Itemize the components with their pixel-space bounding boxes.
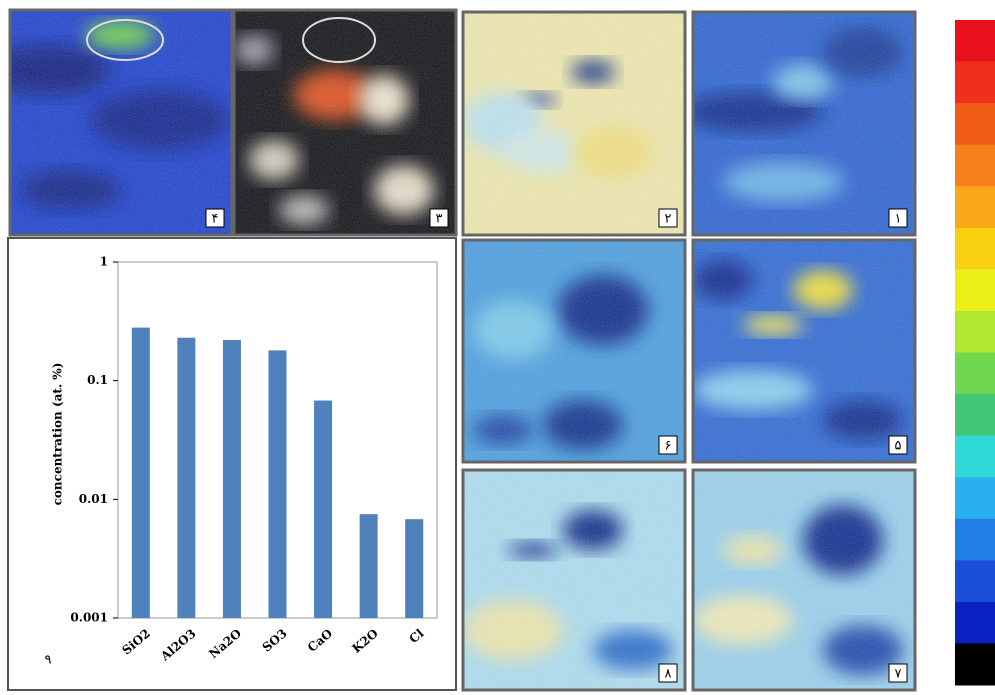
image-noise — [693, 240, 915, 462]
image-noise — [10, 10, 232, 235]
color-scale-band — [955, 186, 995, 229]
label-box — [888, 663, 908, 683]
panel-label: ٩ — [45, 653, 52, 668]
color-scale-band — [955, 518, 995, 561]
y-tick-label: 1 — [100, 255, 108, 269]
panel-label: ۷ — [895, 667, 902, 682]
image — [10, 10, 232, 235]
color-scale-band — [955, 352, 995, 395]
y-tick-label: 0.01 — [79, 492, 108, 506]
color-scale-band — [955, 435, 995, 478]
bar — [359, 514, 378, 618]
color-scale-band — [955, 20, 995, 63]
color-scale-band — [955, 61, 995, 104]
image-panel: ۲ — [461, 10, 687, 237]
image — [463, 12, 685, 235]
image-panel: ۸ — [461, 468, 687, 692]
panel-label: ۵ — [895, 439, 902, 454]
color-scale-band — [955, 643, 995, 686]
label-box — [658, 663, 678, 683]
color-scale-band — [955, 394, 995, 437]
panel-label: ۲ — [665, 212, 672, 227]
color-scale-band — [955, 477, 995, 520]
panel-frame — [691, 468, 917, 692]
color-scale-band — [955, 269, 995, 312]
label-box — [888, 435, 908, 455]
label-box — [888, 208, 908, 228]
image-panel: ۵ — [691, 238, 917, 464]
panel-frame — [461, 10, 687, 237]
label-box — [205, 208, 225, 228]
bar — [222, 340, 241, 618]
bar — [131, 327, 150, 618]
image-noise — [463, 12, 685, 235]
color-scale-band — [955, 601, 995, 644]
image — [693, 470, 915, 690]
image-panel: ۳ — [232, 8, 458, 237]
image-panel: ۴ — [8, 8, 234, 237]
label-box — [658, 435, 678, 455]
image-panel: ۶ — [461, 238, 687, 464]
label-box — [429, 208, 449, 228]
panel-frame — [691, 238, 917, 464]
panel-frame — [461, 468, 687, 692]
image-noise — [693, 12, 915, 235]
image — [463, 240, 685, 462]
panel-frame — [232, 8, 458, 237]
y-tick-label: 0.1 — [87, 373, 108, 387]
image-noise — [234, 10, 456, 235]
bar — [405, 519, 424, 618]
image-panel: ۱ — [691, 10, 917, 237]
panel-label: ۱ — [895, 212, 902, 227]
color-scale-band — [955, 560, 995, 603]
color-scale-band — [955, 310, 995, 353]
y-tick-label: 0.001 — [70, 611, 108, 625]
image — [463, 470, 685, 690]
y-axis-label: concentration (at. %) — [51, 363, 65, 506]
image-noise — [463, 470, 685, 690]
image-noise — [463, 240, 685, 462]
marker-ring — [86, 19, 164, 61]
panel-label: ۸ — [665, 667, 672, 682]
image-panel: ۷ — [691, 468, 917, 692]
panel-frame — [8, 8, 234, 237]
panel-label: ۶ — [665, 439, 672, 454]
marker-ring — [302, 17, 376, 63]
image-noise — [693, 470, 915, 690]
panel-label: ۳ — [436, 212, 443, 227]
bar — [177, 337, 196, 618]
bar — [268, 350, 287, 618]
color-scale-band — [955, 227, 995, 270]
bar — [314, 400, 333, 618]
color-scale-band — [955, 144, 995, 187]
panel-frame — [461, 238, 687, 464]
panel-frame — [691, 10, 917, 237]
image — [693, 12, 915, 235]
label-box — [658, 208, 678, 228]
image — [693, 240, 915, 462]
color-scale-band — [955, 103, 995, 146]
panel-label: ۴ — [212, 212, 219, 227]
image — [234, 10, 456, 235]
